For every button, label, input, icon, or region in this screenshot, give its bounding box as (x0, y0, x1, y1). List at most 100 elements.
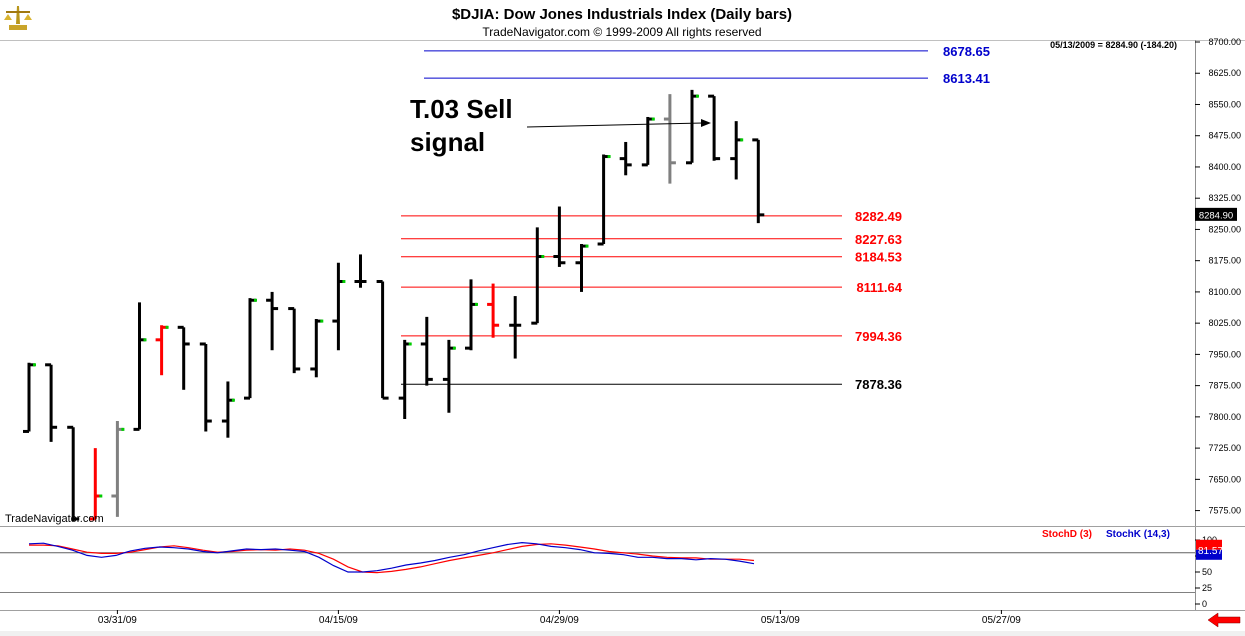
stoch-series-line (28, 541, 755, 573)
price-tick-label: 8100.00 (1208, 287, 1241, 297)
stoch-last-value: 81.57 (1198, 546, 1223, 557)
chart-title: $DJIA: Dow Jones Industrials Index (Dail… (452, 6, 792, 23)
price-tick-label: 8175.00 (1208, 256, 1241, 266)
price-tick-label: 8250.00 (1208, 224, 1241, 234)
price-tick-label: 8325.00 (1208, 193, 1241, 203)
price-tick-label: 8400.00 (1208, 162, 1241, 172)
price-tick-label: 7575.00 (1208, 506, 1241, 516)
stochd-last-tag (1196, 539, 1222, 550)
level-label: 8227.63 (855, 232, 902, 247)
price-bar (465, 279, 478, 351)
axes: 8700.00 8625.00 8550.00 8475.00 8400.00 8325.… (98, 37, 1241, 626)
level-label: 7994.36 (855, 329, 902, 344)
price-bar (155, 325, 169, 376)
up-close-marker (651, 117, 655, 121)
price-bar (597, 154, 611, 246)
up-close-marker (740, 138, 744, 142)
sell-signal-line1: T.03 Sell (410, 94, 513, 124)
up-close-marker (254, 298, 257, 302)
price-bar (332, 262, 346, 351)
level-label: 8111.64 (856, 280, 902, 295)
stoch-tick-label: 0 (1202, 599, 1207, 609)
last-bar-info: 05/13/2009 = 8284.90 (-184.20) (1050, 40, 1177, 50)
up-close-marker (408, 342, 412, 346)
date-tick-label: 05/13/09 (761, 615, 800, 626)
price-bar (619, 141, 632, 176)
price-bar (244, 298, 257, 400)
level-label: 8282.49 (855, 209, 902, 224)
up-close-marker (696, 94, 699, 98)
price-panel: 8678.65 8613.41 8282.49 8227.63 8184.53 8111.… (23, 44, 990, 521)
left-arrow-icon[interactable] (1207, 612, 1241, 628)
stochk-last-tag (1196, 549, 1222, 560)
stoch-tick-label: 50 (1202, 567, 1212, 577)
price-bar (420, 316, 433, 386)
scale-logo-icon (4, 6, 32, 30)
price-bar (89, 448, 103, 521)
up-close-marker (231, 398, 235, 402)
level-label: 8184.53 (855, 250, 902, 265)
last-price-tag (1195, 207, 1237, 221)
price-bar (752, 138, 765, 224)
price-bar (111, 421, 125, 517)
price-bar (23, 362, 36, 433)
price-tick-label: 7725.00 (1208, 443, 1241, 453)
price-bar (708, 94, 721, 161)
price-tick-label: 7950.00 (1208, 349, 1241, 359)
price-bar (45, 363, 58, 442)
price-bar (310, 318, 324, 378)
up-close-marker (165, 325, 169, 329)
price-tick-label: 8550.00 (1208, 99, 1241, 109)
price-tick-label: 8475.00 (1208, 131, 1241, 141)
price-bar (641, 116, 655, 167)
price-bar (730, 121, 744, 180)
up-close-marker (33, 363, 36, 367)
up-close-marker (541, 255, 545, 259)
price-bar (133, 302, 147, 431)
sell-signal-line2: signal (410, 127, 485, 157)
up-close-marker (121, 427, 125, 431)
up-close-marker (143, 338, 147, 342)
stoch-tick-label: 25 (1202, 583, 1212, 593)
price-tick-label: 7650.00 (1208, 474, 1241, 484)
up-close-marker (585, 244, 589, 248)
date-tick-label: 03/31/09 (98, 615, 137, 626)
price-bar (487, 283, 500, 338)
copyright-text: TradeNavigator.com © 1999-2009 All right… (482, 25, 761, 39)
level-label: 7878.36 (855, 377, 902, 392)
price-tick-label: 7875.00 (1208, 381, 1241, 391)
watermark-text: TradeNavigator.com (5, 513, 104, 525)
sell-signal-arrow (526, 119, 711, 128)
price-bar (509, 296, 522, 359)
price-tick-label: 8025.00 (1208, 318, 1241, 328)
price-tick-label: 7800.00 (1208, 412, 1241, 422)
up-close-marker (342, 280, 346, 283)
price-bar (398, 339, 412, 419)
price-bar (199, 342, 212, 432)
stochastic-panel (0, 541, 1195, 574)
up-close-marker (99, 494, 103, 498)
price-tick-label: 8700.00 (1208, 37, 1241, 47)
price-bar (177, 325, 190, 390)
level-label: 8613.41 (943, 71, 990, 86)
level-label: 8678.65 (943, 44, 990, 59)
price-bar (354, 254, 367, 288)
up-close-marker (452, 346, 456, 350)
price-bar (67, 425, 80, 521)
price-bar (663, 94, 676, 184)
date-tick-label: 04/29/09 (540, 615, 579, 626)
price-bar (376, 280, 389, 400)
last-price-label: 8284.90 (1199, 210, 1233, 221)
price-bar (288, 307, 301, 374)
up-close-marker (320, 319, 324, 323)
price-bar (221, 381, 235, 438)
price-bar (575, 244, 589, 292)
stoch-series-line (29, 543, 755, 574)
legend-stochd: StochD (3) (1042, 529, 1092, 540)
price-bar (553, 206, 566, 267)
date-tick-label: 05/27/09 (982, 615, 1021, 626)
up-close-marker (475, 302, 478, 306)
price-bar (686, 89, 699, 165)
